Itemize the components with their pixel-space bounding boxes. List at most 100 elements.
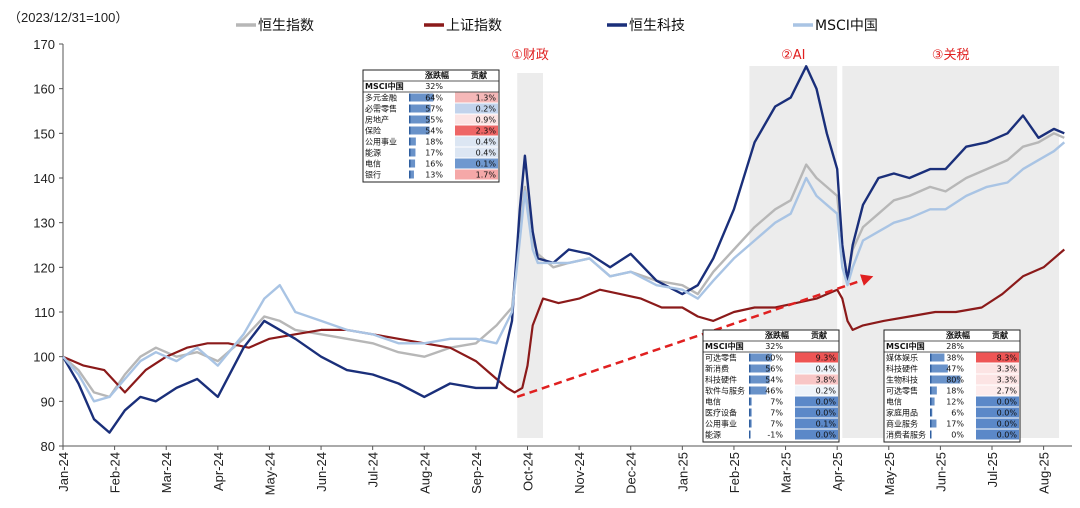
row-name: 家庭用品 [886, 408, 918, 418]
contrib-cell [795, 363, 838, 374]
row-name: 软件与服务 [705, 386, 745, 396]
row-change: 47% [946, 365, 964, 374]
x-tick-label: Mar-24 [159, 452, 174, 493]
row-contrib: 3.8% [816, 376, 837, 385]
total-value: 32% [765, 342, 783, 351]
change-bar-axis [930, 430, 932, 439]
x-tick-label: Nov-24 [572, 452, 587, 494]
change-bar-axis [749, 364, 751, 373]
x-tick-label: May-24 [262, 452, 277, 495]
row-change: 12% [946, 398, 964, 407]
row-contrib: 0.0% [997, 398, 1018, 407]
change-bar [749, 353, 772, 362]
x-tick-label: Apr-24 [211, 452, 226, 491]
row-change: 13% [425, 171, 443, 180]
contrib-cell [795, 374, 838, 385]
col-header-change: 涨跌幅 [765, 330, 789, 340]
y-tick-label: 110 [34, 305, 55, 320]
change-bar-axis [749, 386, 751, 395]
row-name: 多元金融 [365, 93, 397, 103]
change-bar [930, 419, 937, 428]
row-contrib: 8.3% [997, 354, 1018, 363]
contrib-cell [976, 385, 1019, 396]
phase-label: ③关税 [932, 48, 970, 63]
change-bar-axis [409, 159, 411, 168]
x-tick-label: Feb-24 [108, 452, 123, 493]
contrib-cell [976, 363, 1019, 374]
contrib-cell [455, 158, 498, 169]
trend-arrow-line [516, 278, 866, 399]
change-bar-axis [930, 397, 932, 406]
x-tick-label: Aug-24 [417, 452, 432, 494]
row-change: 80% [946, 376, 964, 385]
sector-table-2: 涨跌幅 贡献 MSCI中国 32% 可选零售 60% 9.3% 新消费 56% 0.4% 科技硬件 5… [702, 329, 840, 443]
row-change: 55% [425, 116, 443, 125]
row-contrib: 0.0% [816, 398, 837, 407]
series-line-2 [61, 65, 1065, 434]
change-bar [749, 375, 770, 384]
legend-label: 恒生指数 [258, 18, 314, 34]
change-bar-axis [930, 419, 932, 428]
row-name: 能源 [705, 430, 721, 440]
row-change: 18% [946, 387, 964, 396]
change-bar [409, 170, 414, 179]
row-contrib: 0.1% [476, 160, 497, 169]
total-label: MSCI中国 [365, 81, 404, 91]
row-contrib: 2.7% [997, 387, 1018, 396]
row-name: 电信 [705, 397, 721, 407]
col-header-change: 涨跌幅 [425, 70, 449, 80]
row-change: 46% [765, 387, 783, 396]
contrib-cell [976, 352, 1019, 363]
x-tick-label: Feb-25 [727, 452, 742, 493]
row-contrib: 0.1% [816, 420, 837, 429]
change-bar [930, 353, 945, 362]
change-bar-axis [749, 353, 751, 362]
phase-label: ②AI [781, 48, 805, 63]
row-contrib: 0.2% [476, 105, 497, 114]
row-contrib: 0.4% [476, 138, 497, 147]
row-name: 科技硬件 [886, 364, 918, 374]
total-label: MSCI中国 [886, 341, 925, 351]
y-tick-label: 80 [41, 439, 55, 454]
row-contrib: 1.7% [476, 171, 497, 180]
row-change: 7% [770, 420, 783, 429]
row-change: 38% [946, 354, 964, 363]
y-tick-label: 160 [33, 82, 55, 97]
row-name: 必需零售 [365, 104, 397, 114]
col-header-contrib: 贡献 [992, 330, 1008, 340]
row-name: 公用事业 [705, 419, 737, 429]
row-contrib: 3.3% [997, 365, 1018, 374]
row-name: 科技硬件 [705, 375, 737, 385]
row-change: 0% [951, 431, 964, 440]
row-change: 17% [946, 420, 964, 429]
change-bar [409, 159, 416, 168]
y-tick-label: 130 [33, 216, 55, 231]
total-label: MSCI中国 [705, 341, 744, 351]
trend-arrow-head [860, 274, 874, 286]
change-bar-axis [930, 364, 932, 373]
contrib-cell [976, 396, 1019, 407]
row-name: 生物科技 [886, 375, 918, 385]
row-name: 保险 [365, 126, 381, 136]
row-name: 可选零售 [705, 353, 737, 363]
change-bar [930, 375, 961, 384]
row-name: 房地产 [365, 115, 389, 125]
change-bar-axis [749, 430, 751, 439]
col-header-change: 涨跌幅 [946, 330, 970, 340]
row-change: 7% [770, 409, 783, 418]
trend-arrow [516, 274, 874, 399]
row-name: 电信 [365, 159, 381, 169]
change-bar-axis [930, 375, 932, 384]
y-tick-label: 90 [41, 394, 55, 409]
change-bar-axis [409, 115, 411, 124]
total-value: 32% [425, 82, 443, 91]
x-tick-label: Sep-24 [469, 452, 484, 494]
sector-table-3: 涨跌幅 贡献 MSCI中国 28% 媒体娱乐 38% 8.3% 科技硬件 47% 3.3% 生物科技… [883, 329, 1021, 443]
row-contrib: 0.0% [816, 409, 837, 418]
row-change: 57% [425, 105, 443, 114]
row-contrib: 0.2% [816, 387, 837, 396]
contrib-cell [455, 169, 498, 180]
legend-label: 上证指数 [446, 18, 502, 34]
contrib-cell [976, 429, 1019, 440]
